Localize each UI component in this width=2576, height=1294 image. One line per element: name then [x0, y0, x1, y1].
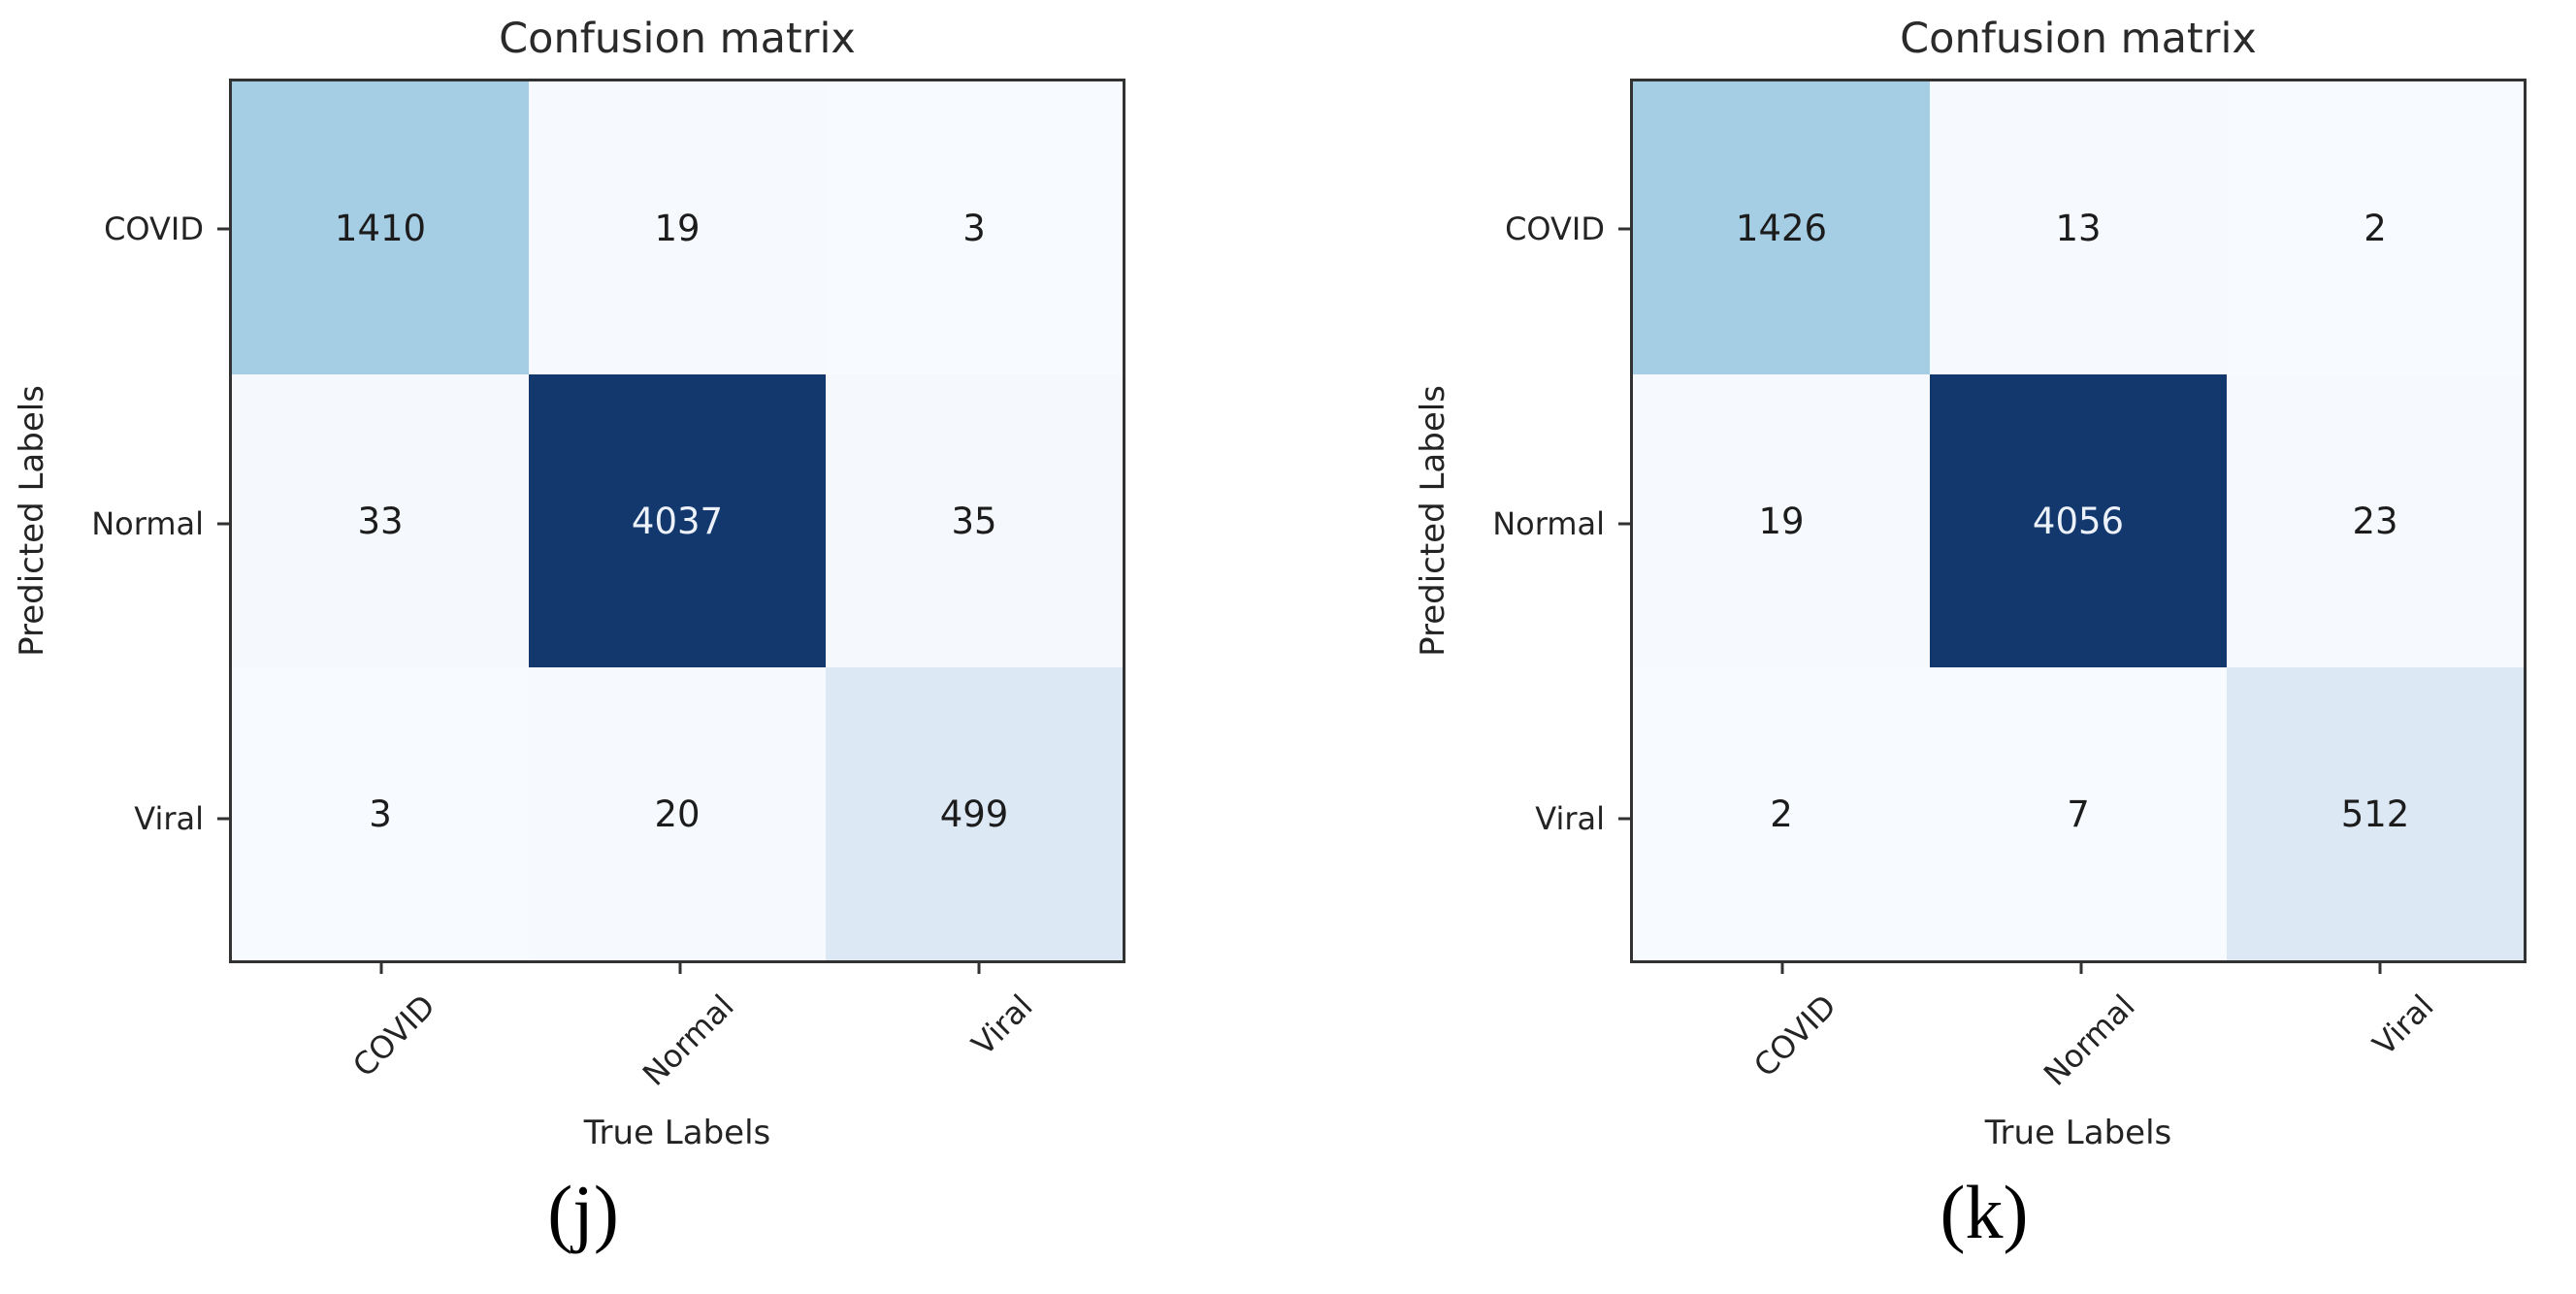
matrix-cell: 3 [232, 667, 529, 960]
y-tick-label-normal: Normal [91, 505, 204, 542]
y-tick-mark [217, 522, 232, 526]
plot-title: Confusion matrix [499, 15, 856, 63]
x-axis-label: True Labels [583, 1114, 771, 1152]
y-axis-label-box: Predicted Labels [1398, 81, 1468, 960]
y-tick-label-viral: Viral [134, 800, 204, 837]
x-tick-mark [977, 960, 981, 974]
matrix-cell: 4056 [1930, 374, 2227, 667]
y-tick-mark [1618, 817, 1633, 821]
matrix-cell: 2 [2227, 81, 2524, 374]
y-tick-mark [1618, 227, 1633, 231]
matrix-cell: 23 [2227, 374, 2524, 667]
y-tick-mark [217, 817, 232, 821]
x-axis-label: True Labels [1984, 1114, 2172, 1152]
x-tick-label-normal: Normal [2037, 987, 2142, 1093]
x-tick-mark [379, 960, 383, 974]
matrix-cell: 13 [1930, 81, 2227, 374]
y-tick-mark [217, 227, 232, 231]
heatmap-grid: 1426 13 2 19 4056 23 2 7 512 [1633, 81, 2524, 960]
matrix-cell: 3 [826, 81, 1123, 374]
x-tick-label-normal: Normal [636, 987, 741, 1093]
matrix-cell: 1426 [1633, 81, 1930, 374]
x-tick-mark [678, 960, 682, 974]
matrix-cell: 35 [826, 374, 1123, 667]
subfigure-caption-j: (j) [547, 1170, 619, 1254]
y-tick-label-normal: Normal [1492, 505, 1605, 542]
y-tick-label-covid: COVID [104, 210, 204, 247]
matrix-cell: 2 [1633, 667, 1930, 960]
confusion-matrix-plot-j: Confusion matrix Predicted Labels COVID … [13, 15, 1125, 1254]
y-axis-label: Predicted Labels [1414, 385, 1453, 657]
y-tick-label-covid: COVID [1505, 210, 1605, 247]
confusion-matrix-plot-k: Confusion matrix Predicted Labels COVID … [1414, 15, 2527, 1254]
y-axis-label: Predicted Labels [13, 385, 52, 657]
y-axis-label-box: Predicted Labels [0, 81, 67, 960]
y-tick-mark [1618, 522, 1633, 526]
x-tick-label-covid: COVID [345, 987, 442, 1084]
x-tick-label-viral: Viral [2365, 987, 2441, 1063]
matrix-cell: 1410 [232, 81, 529, 374]
heatmap-grid: 1410 19 3 33 4037 35 3 20 499 [232, 81, 1123, 960]
matrix-cell: 7 [1930, 667, 2227, 960]
y-tick-label-viral: Viral [1535, 800, 1605, 837]
matrix-cell: 19 [1633, 374, 1930, 667]
x-tick-mark [1780, 960, 1784, 974]
matrix-cell: 499 [826, 667, 1123, 960]
matrix-cell: 20 [529, 667, 826, 960]
matrix-cell: 4037 [529, 374, 826, 667]
subfigure-caption-k: (k) [1940, 1170, 2029, 1254]
x-tick-label-viral: Viral [964, 987, 1040, 1063]
matrix-cell: 512 [2227, 667, 2524, 960]
x-tick-label-covid: COVID [1746, 987, 1843, 1084]
x-tick-mark [2378, 960, 2382, 974]
x-tick-mark [2079, 960, 2083, 974]
matrix-cell: 33 [232, 374, 529, 667]
plot-title: Confusion matrix [1900, 15, 2257, 63]
matrix-cell: 19 [529, 81, 826, 374]
